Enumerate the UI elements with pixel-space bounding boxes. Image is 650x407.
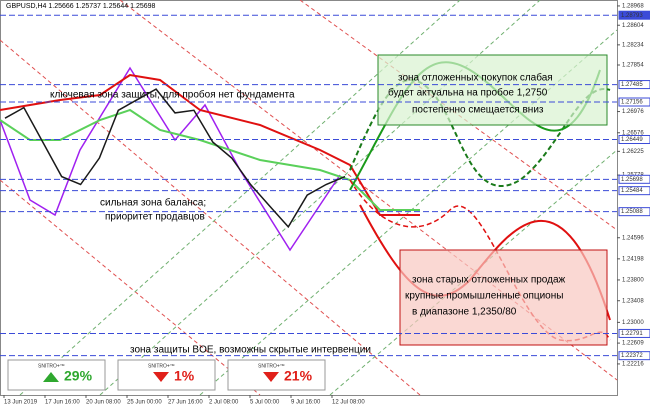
- annotation: сильная зона баланса;: [100, 197, 206, 209]
- x-tick-label: 20 Jun 08:00: [86, 400, 121, 406]
- x-tick-label: 5 Jul 00:00: [250, 400, 280, 406]
- y-tick-label: 1.28604: [622, 23, 644, 29]
- widget-label: SNITRO+™: [38, 363, 65, 369]
- level-label: 1.27156: [621, 100, 643, 106]
- level-box: [618, 328, 650, 338]
- y-tick-label: 1.28968: [622, 4, 644, 10]
- red-zone: [399, 249, 608, 346]
- level-label: 1.27485: [621, 82, 643, 88]
- price-line: [4, 88, 346, 229]
- zone-text: в диапазоне 1,2350/80: [412, 307, 517, 318]
- level-label: 1.22372: [621, 353, 643, 359]
- level-box: [618, 80, 650, 90]
- level-box: [618, 10, 650, 20]
- y-tick-label: 1.27854: [622, 63, 644, 69]
- zone-text: зона старых отложенных продаж: [412, 275, 566, 286]
- widget-value: 1%: [174, 368, 195, 384]
- ichimoku-red: [0, 73, 420, 216]
- level-label: 1.25484: [621, 188, 643, 194]
- ichimoku-green: [0, 108, 420, 211]
- x-tick-label: 17 Jun 16:00: [45, 400, 80, 406]
- zigzag: [0, 66, 341, 252]
- y-tick-label: 1.22609: [622, 341, 644, 347]
- x-tick-label: 25 Jun 00:00: [127, 400, 162, 406]
- level-box: [618, 174, 650, 184]
- level-label: 1.25698: [621, 177, 643, 183]
- widget-arrow: [43, 372, 59, 382]
- y-tick-label: 1.24198: [622, 256, 644, 262]
- x-tick-label: 2 Jul 08:00: [209, 400, 239, 406]
- x-tick-label: 12 Jul 08:00: [332, 400, 365, 406]
- annotation: зона защиты BOE, возможны скрытые интерв…: [130, 345, 371, 356]
- x-tick-label: 9 Jul 16:00: [291, 400, 321, 406]
- level-box: [618, 351, 650, 361]
- y-tick-label: 1.23000: [622, 320, 644, 326]
- annotation: ключевая зона защиты; для пробоя нет фун…: [50, 89, 295, 101]
- y-tick-label: 1.24596: [622, 235, 644, 241]
- widget-value: 29%: [64, 368, 93, 384]
- zone-text: будет актуальна на пробое 1,2750: [388, 87, 548, 99]
- level-box: [618, 186, 650, 196]
- level-label: 1.28793: [621, 13, 643, 19]
- green-zone: [377, 54, 608, 126]
- widget-arrow: [263, 372, 279, 382]
- y-tick-label: 1.23408: [622, 298, 644, 304]
- widget-label: SNITRO+™: [258, 363, 285, 369]
- y-tick-label: 1.26225: [622, 149, 644, 155]
- chart-title: GBPUSD,H4 1.25666 1.25737 1.25644 1.2569…: [6, 3, 156, 10]
- zone-text: крупные промышленные опционы: [405, 291, 563, 302]
- level-label: 1.22791: [621, 331, 643, 337]
- level-box: [618, 97, 650, 107]
- widget-value: 21%: [284, 368, 313, 384]
- x-tick-label: 27 Jun 16:00: [168, 400, 203, 406]
- widget-label: SNITRO+™: [148, 363, 175, 369]
- level-label: 1.26449: [621, 137, 643, 143]
- level-box: [618, 207, 650, 217]
- level-label: 1.25088: [621, 209, 643, 215]
- y-tick-label: 1.28234: [622, 42, 644, 48]
- zone-text: постепенно смещается вниз: [412, 105, 544, 116]
- widget-arrow: [153, 372, 169, 382]
- annotation: приоритет продавцов: [105, 212, 205, 223]
- zone-text: зона отложенных покупок слабая: [398, 72, 553, 84]
- x-tick-label: 13 Jun 2019: [4, 400, 38, 406]
- y-tick-label: 1.22216: [622, 362, 644, 368]
- widget: SNITRO+™1%: [117, 359, 216, 391]
- y-tick-label: 1.26976: [622, 109, 644, 115]
- y-tick-label: 1.26576: [622, 130, 644, 136]
- level-box: [618, 134, 650, 144]
- y-tick-label: 1.23800: [622, 278, 644, 284]
- widget-box: [7, 359, 106, 391]
